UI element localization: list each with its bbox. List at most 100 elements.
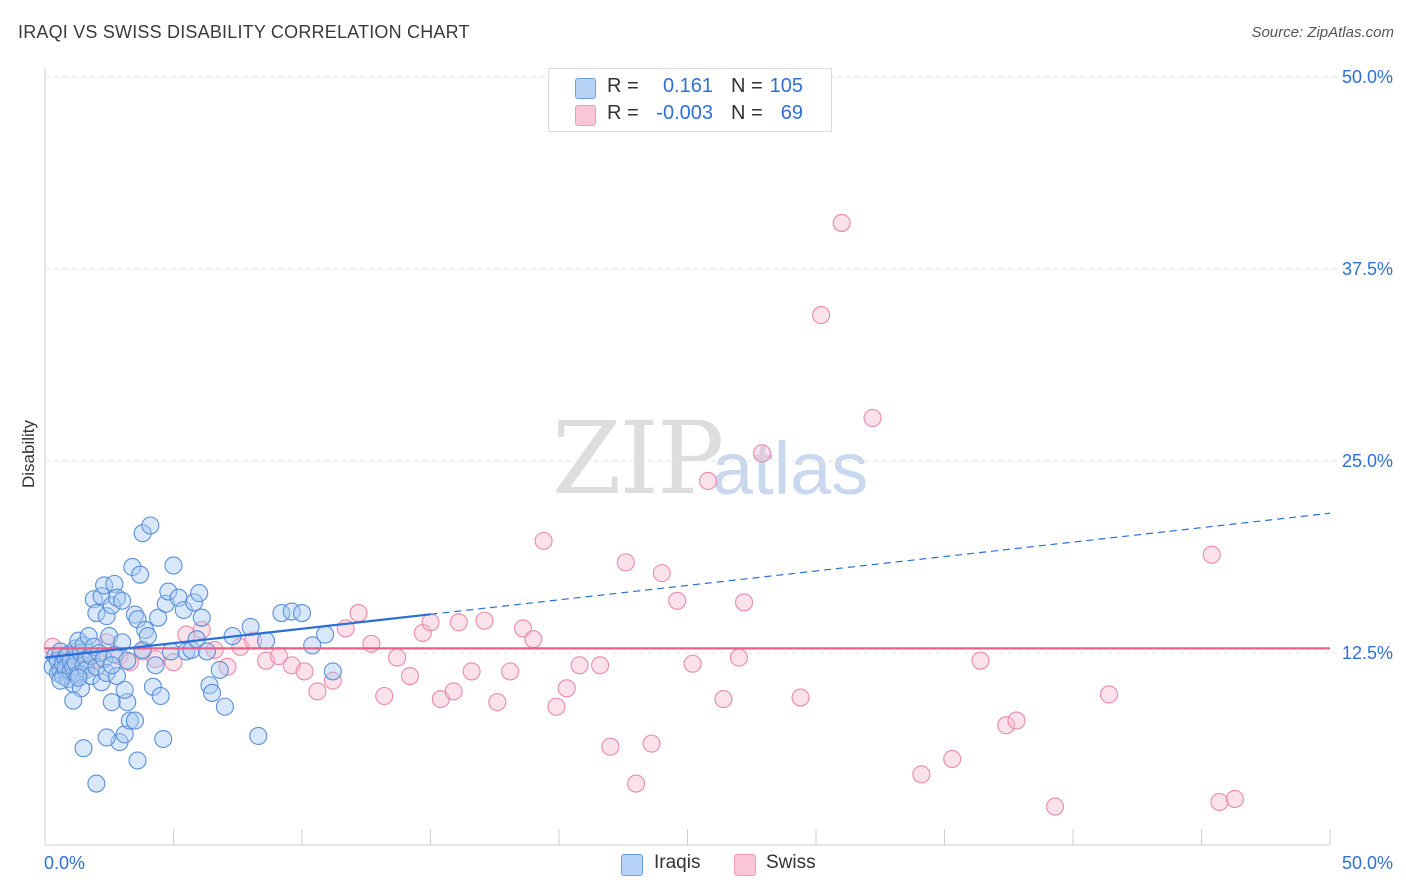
iraqi-point (256, 631, 276, 650)
swiss-point (295, 662, 314, 681)
swiss-point (444, 682, 463, 701)
series-legend: Iraqis Swiss (621, 852, 841, 878)
iraqi-point (64, 691, 83, 710)
swiss-point (591, 656, 610, 675)
legend-n-label: N = (731, 102, 763, 124)
swiss-point (534, 531, 553, 550)
iraqi-point (138, 627, 157, 646)
iraqi-point (323, 662, 342, 681)
iraqi-point (102, 656, 121, 675)
source-credit: Source: ZipAtlas.com (1251, 24, 1394, 41)
axis-layer (44, 68, 1331, 846)
iraqi-point (115, 725, 134, 744)
iraqi-point (146, 656, 165, 675)
iraqi-trend-line (44, 613, 431, 659)
iraqi-point (151, 686, 170, 706)
iraqi-points (43, 516, 342, 793)
y-tick-label: 50.0% (1342, 67, 1393, 87)
swiss-point (400, 666, 419, 686)
swiss-point (714, 690, 733, 709)
swiss-point (488, 693, 507, 712)
swiss-point (627, 774, 646, 793)
swiss-point (791, 688, 810, 707)
iraqi-point (190, 584, 209, 603)
swiss-point (997, 716, 1016, 735)
watermark-zip: ZIP (552, 400, 724, 517)
iraqi-point (292, 604, 312, 623)
swiss-point (557, 679, 576, 698)
iraqi-point (115, 680, 134, 699)
iraqis-legend-icon (621, 854, 643, 876)
iraqi-point (249, 726, 268, 745)
swiss-point (812, 306, 831, 325)
iraqi-point (141, 516, 160, 535)
legend-r-value: 0.161 (662, 75, 713, 97)
swiss-point (1045, 797, 1065, 816)
iraqi-point (174, 600, 193, 620)
swiss-point (1210, 792, 1229, 812)
swiss-point (1007, 711, 1026, 730)
swiss-point (308, 682, 327, 701)
iraqi-point (316, 625, 335, 644)
iraqi-point (97, 728, 116, 747)
iraqi-point (92, 587, 111, 606)
swiss-point (652, 564, 671, 583)
iraqi-point (125, 711, 144, 730)
chart-title: IRAQI VS SWISS DISABILITY CORRELATION CH… (18, 22, 470, 42)
iraqi-point (149, 608, 168, 627)
swiss-point (1225, 789, 1244, 808)
swiss-point (699, 471, 718, 491)
y-tick-label: 12.5% (1342, 643, 1393, 663)
iraqi-point (120, 711, 139, 730)
iraqi-point (303, 636, 322, 655)
swiss-legend-label: Swiss (766, 852, 816, 873)
iraqi-point (161, 642, 180, 661)
iraqi-point (192, 608, 211, 627)
swiss-point (601, 737, 620, 756)
iraqi-point (51, 671, 70, 690)
iraqi-point (107, 588, 127, 607)
iraqi-point (92, 673, 111, 692)
swiss-point (449, 613, 468, 632)
swiss-point (323, 671, 342, 690)
legend-n-value: 69 (780, 102, 803, 124)
swiss-point (668, 591, 687, 610)
iraqi-point (102, 693, 121, 712)
swiss-point (832, 213, 851, 232)
iraqi-point (105, 574, 124, 593)
swiss-point (683, 654, 702, 673)
swiss-point (388, 648, 407, 667)
iraqi-point (210, 660, 229, 679)
swiss-point (863, 408, 882, 428)
iraqi-point (97, 607, 116, 626)
swiss-point (729, 648, 748, 667)
swiss-point (752, 444, 772, 463)
swiss-point (912, 765, 931, 784)
swiss-point (421, 613, 440, 632)
swiss-point (616, 553, 635, 572)
swiss-point (642, 734, 661, 753)
iraqis-swatch-icon (575, 78, 596, 99)
swiss-point (570, 656, 589, 675)
legend-r-label: R = (607, 102, 639, 124)
legend-n-label: N = (731, 75, 763, 97)
swiss-point (943, 749, 962, 769)
y-axis-label: Disability (19, 419, 38, 489)
iraqi-point (113, 591, 132, 610)
swiss-point (146, 650, 165, 669)
swiss-point (475, 611, 494, 630)
swiss-point (734, 593, 754, 612)
swiss-point (1202, 545, 1221, 564)
iraqi-point (154, 729, 173, 749)
iraqi-point (197, 642, 216, 661)
legend-r-value: -0.003 (656, 102, 713, 124)
swiss-point (524, 630, 543, 649)
trend-lines (44, 512, 1331, 659)
legend-n-value: 105 (769, 75, 803, 97)
legend-r-label: R = (607, 75, 639, 97)
iraqi-point (128, 751, 147, 770)
swiss-point (349, 604, 368, 623)
x-tick-label: 50.0% (1342, 853, 1393, 873)
iraqi-point (164, 556, 183, 575)
